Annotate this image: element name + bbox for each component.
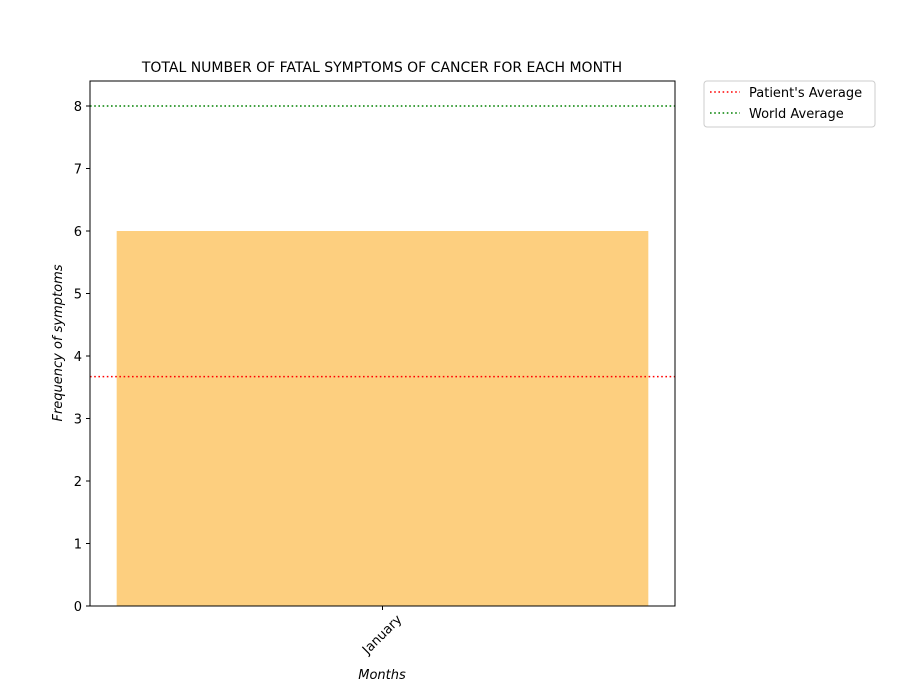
y-tick-label: 8 <box>74 100 82 115</box>
y-tick-label: 6 <box>74 225 82 240</box>
legend-entry: Patient's Average <box>749 86 862 101</box>
x-axis-label: Months <box>358 668 406 683</box>
y-axis-label: Frequency of symptoms <box>51 264 66 421</box>
legend-frame <box>703 80 876 128</box>
plot-area: January 0 1 2 3 4 5 6 7 8 <box>74 80 676 658</box>
x-tick-label: January <box>359 612 405 658</box>
y-tick-label: 7 <box>74 163 82 178</box>
y-tick-label: 0 <box>74 600 82 615</box>
y-tick-label: 4 <box>74 350 82 365</box>
y-tick-label: 2 <box>74 475 82 490</box>
y-tick-label: 1 <box>74 538 82 553</box>
legend: Patient's Average World Average <box>703 80 876 128</box>
legend-entry: World Average <box>749 107 844 122</box>
chart-title: TOTAL NUMBER OF FATAL SYMPTOMS OF CANCER… <box>141 60 622 76</box>
y-tick-label: 5 <box>74 288 82 303</box>
axes-frame <box>89 80 676 607</box>
y-tick-label: 3 <box>74 413 82 428</box>
bar <box>116 231 649 606</box>
